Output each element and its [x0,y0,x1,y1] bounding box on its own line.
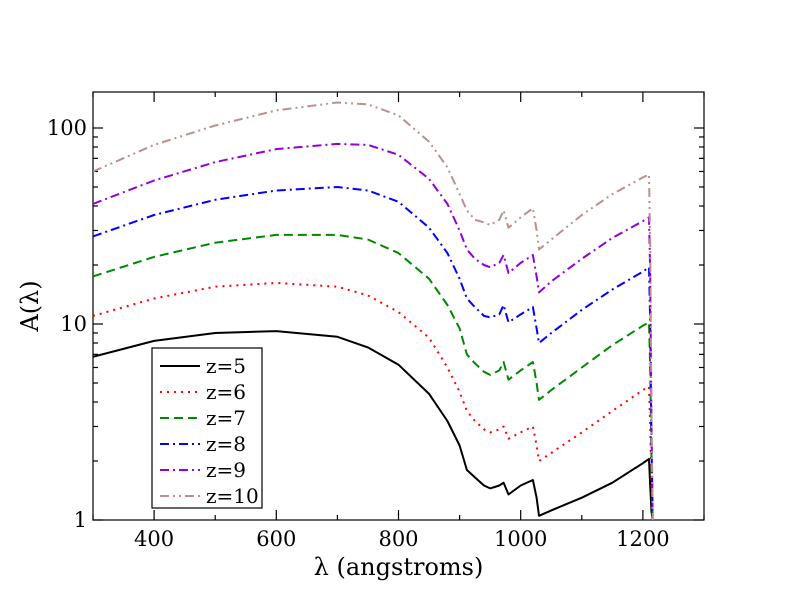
series-line-z5 [93,330,654,520]
legend-label: z=6 [206,380,246,404]
series-layer [93,101,654,520]
series-line-z7 [93,233,654,520]
x-tick-label: 800 [378,527,418,551]
legend-label: z=5 [206,354,246,378]
x-axis-label: λ (angstroms) [314,553,484,581]
y-tick-label: 100 [47,116,87,140]
series-line-z9 [93,142,654,520]
legend-label: z=10 [206,484,259,508]
legend-label: z=7 [206,406,246,430]
series-line-z8 [93,186,654,520]
legend: z=5z=6z=7z=8z=9z=10 [151,347,263,509]
x-tick-label: 1200 [616,527,669,551]
legend-label: z=9 [206,458,246,482]
y-tick-label: 1 [74,508,87,532]
x-tick-label: 1000 [494,527,547,551]
legend-label: z=8 [206,432,246,456]
x-tick-label: 600 [256,527,296,551]
x-axis-ticks: 400 600 800 1000 1200 [92,92,705,551]
x-tick-label: 400 [134,527,174,551]
series-line-z10 [93,101,654,520]
y-axis-label: A(λ) [16,280,44,332]
legend-box [151,347,263,509]
y-axis-ticks: 1 10 100 [47,116,704,532]
y-tick-label: 10 [60,312,87,336]
